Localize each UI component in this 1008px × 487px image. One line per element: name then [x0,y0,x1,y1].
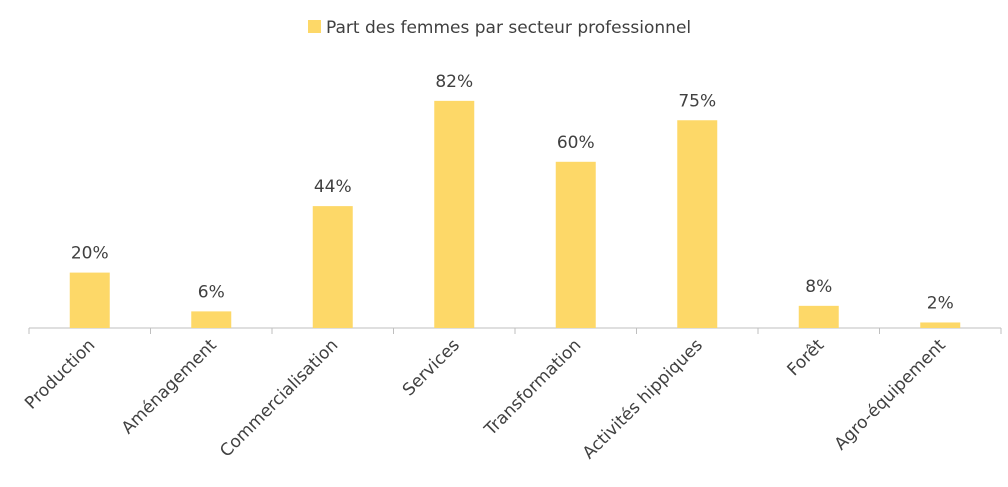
x-tick-label: Production [21,335,99,413]
x-tick-label: Forêt [784,335,829,380]
x-tick-label: Services [399,335,464,400]
bar [677,120,718,328]
bar [69,272,110,328]
data-label: 82% [435,72,473,92]
legend-label: Part des femmes par secteur professionne… [326,18,691,38]
data-label: 6% [198,282,225,302]
data-label: 20% [71,244,109,264]
bar [798,305,839,328]
legend-swatch [308,20,321,33]
bar [434,100,475,328]
bar [920,322,961,328]
bar [312,206,353,328]
data-label: 75% [678,91,716,111]
bar [555,161,596,328]
x-tick-label: Activités hippiques [579,335,707,463]
data-label: 8% [805,277,832,297]
data-label: 44% [314,177,352,197]
bar [191,311,232,328]
x-tick-label: Commercialisation [216,335,342,461]
x-tick-label: Aménagement [118,335,221,438]
x-tick-label: Transformation [480,335,585,440]
data-label: 2% [927,293,954,313]
data-label: 60% [557,133,595,153]
x-tick-label: Agro-équipement [831,335,950,454]
